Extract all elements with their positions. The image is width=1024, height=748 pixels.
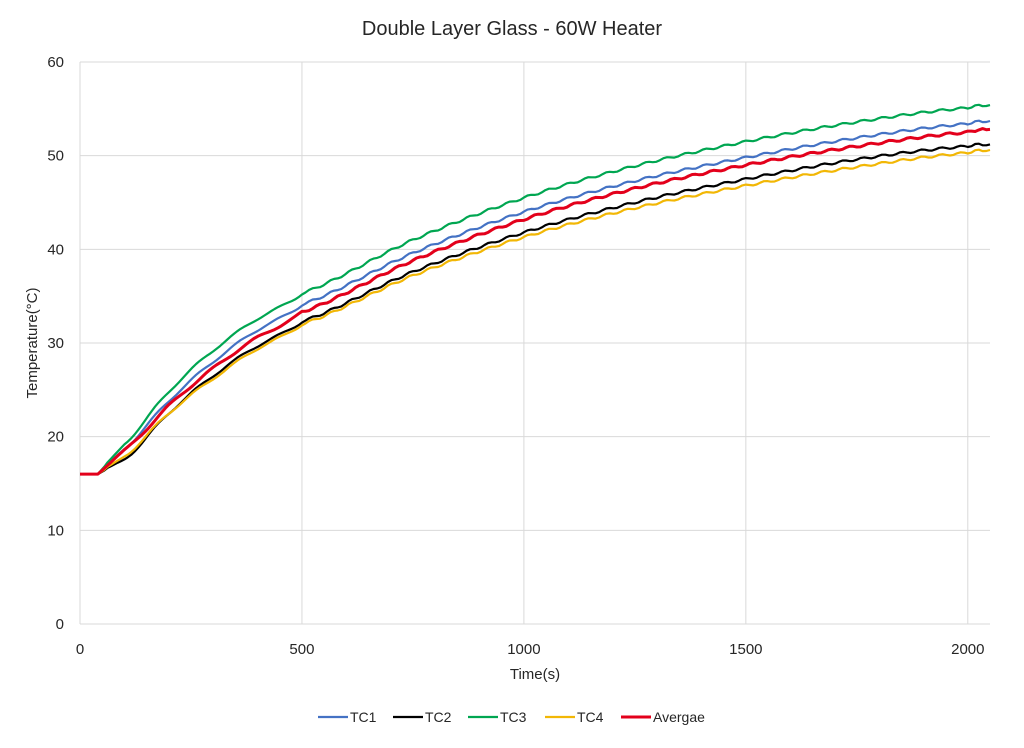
legend-item-tc1: TC1 xyxy=(318,709,377,725)
legend-item-tc3: TC3 xyxy=(468,709,527,725)
x-tick-label: 1000 xyxy=(507,641,540,658)
legend: TC1 TC2 TC3 TC4 Avergae xyxy=(318,709,705,725)
y-tick-label: 30 xyxy=(47,335,64,352)
x-axis: 0 500 1000 1500 2000 xyxy=(76,641,985,658)
series-line-tc1 xyxy=(80,119,991,476)
series-line-tc2 xyxy=(80,142,991,476)
series-line-tc3 xyxy=(80,103,991,476)
x-tick-label: 0 xyxy=(76,641,84,658)
legend-label: TC2 xyxy=(425,709,452,725)
series-line-tc4 xyxy=(80,148,991,476)
legend-item-tc4: TC4 xyxy=(545,709,604,725)
y-tick-label: 20 xyxy=(47,429,64,446)
legend-item-avergae: Avergae xyxy=(621,709,705,725)
legend-label: TC3 xyxy=(500,709,527,725)
legend-item-tc2: TC2 xyxy=(393,709,452,725)
legend-label: TC1 xyxy=(350,709,377,725)
series-lines xyxy=(80,103,991,476)
y-axis-label: Temperature(°C) xyxy=(24,287,41,398)
y-tick-label: 10 xyxy=(47,522,64,539)
legend-label: TC4 xyxy=(577,709,604,725)
x-tick-label: 1500 xyxy=(729,641,762,658)
y-tick-label: 60 xyxy=(47,54,64,71)
y-tick-label: 50 xyxy=(47,148,64,165)
x-tick-label: 500 xyxy=(289,641,314,658)
y-tick-label: 40 xyxy=(47,241,64,258)
chart-title: Double Layer Glass - 60W Heater xyxy=(362,18,662,40)
x-tick-label: 2000 xyxy=(951,641,984,658)
y-tick-label: 0 xyxy=(56,616,64,633)
legend-label: Avergae xyxy=(653,709,705,725)
x-axis-label: Time(s) xyxy=(510,666,560,683)
y-axis: 0 10 20 30 40 50 60 xyxy=(47,54,64,633)
series-line-avergae xyxy=(80,127,991,476)
